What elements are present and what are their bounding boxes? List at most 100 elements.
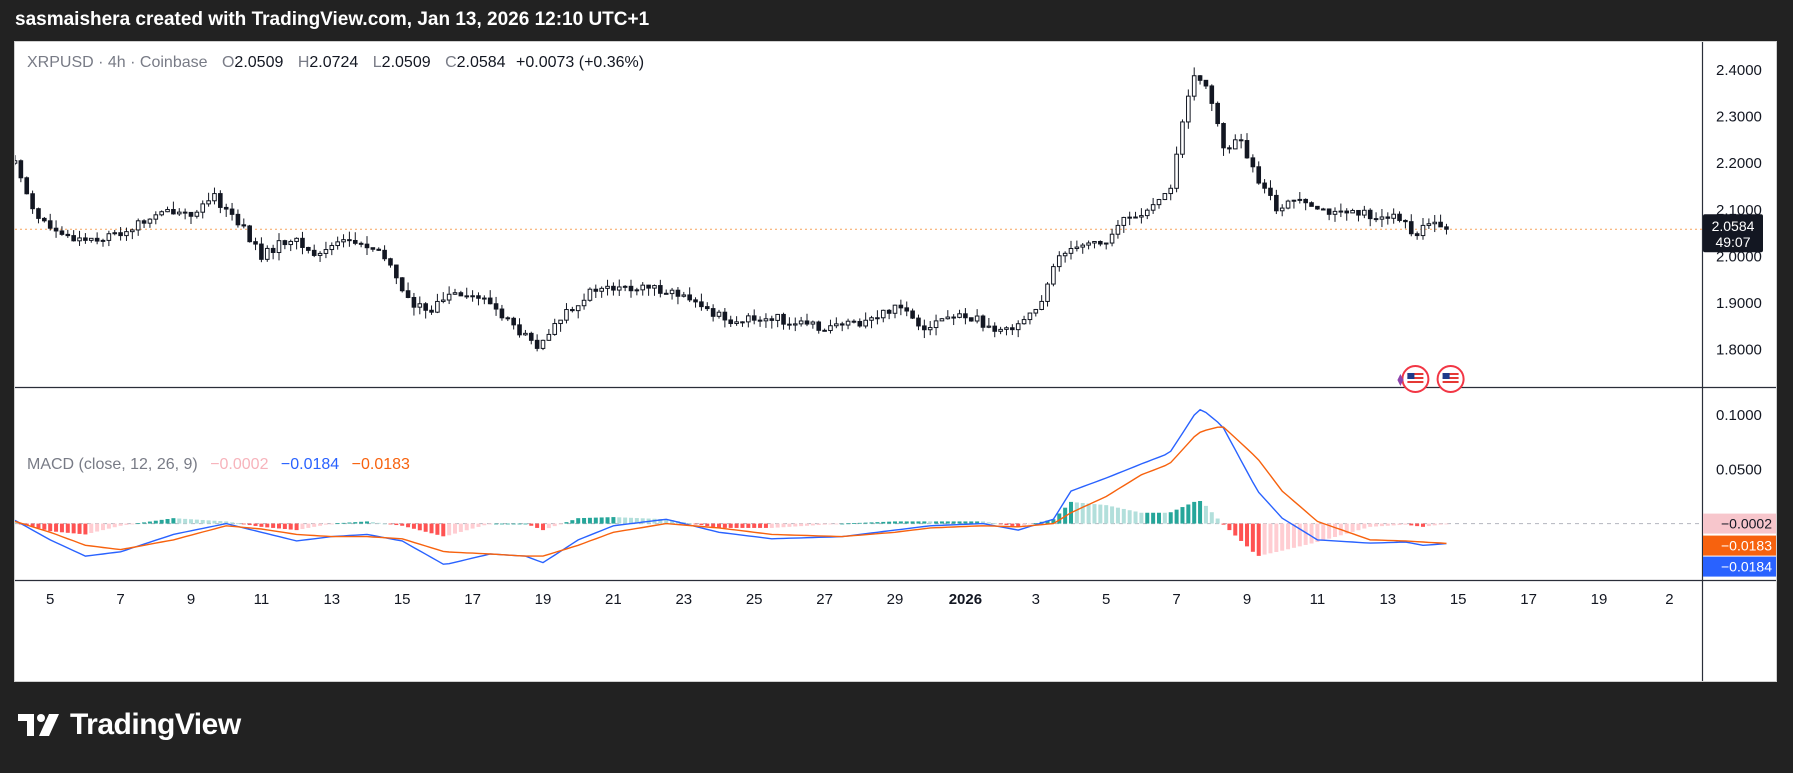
candle-body: [534, 339, 540, 349]
macd-histogram-bar: [963, 521, 968, 524]
candle: [323, 241, 329, 259]
candle: [611, 282, 616, 296]
symbol-label[interactable]: XRPUSD · 4h · Coinbase: [27, 54, 208, 71]
candle-body: [1144, 209, 1150, 217]
candle: [968, 317, 974, 322]
candle: [1373, 212, 1379, 223]
candle: [317, 251, 323, 262]
candle: [945, 310, 951, 320]
candle: [616, 279, 622, 296]
candle: [716, 309, 722, 319]
macd-histogram-bar: [447, 523, 452, 536]
candle-body: [135, 220, 141, 231]
candle: [388, 257, 393, 268]
candle-body: [710, 308, 716, 317]
candle: [276, 233, 282, 261]
candle: [1039, 295, 1044, 311]
candle: [1326, 208, 1332, 221]
macd-histogram-bar: [957, 521, 962, 524]
flag-stripe: [1442, 373, 1459, 375]
candle-body: [282, 240, 288, 246]
candle-body: [640, 284, 646, 291]
candle: [59, 226, 65, 236]
candle: [335, 236, 340, 250]
time-tick-label: 23: [675, 591, 692, 608]
candle-body: [223, 206, 229, 210]
chart-canvas[interactable]: 2.40002.30002.20002.10002.00001.90001.80…: [15, 42, 1777, 682]
candle-body: [1303, 198, 1308, 204]
candle: [1103, 242, 1109, 250]
candle-body: [1373, 218, 1379, 221]
time-tick-label: 17: [1520, 591, 1537, 608]
candle-body: [751, 315, 757, 321]
candle-body: [1197, 75, 1203, 81]
candle-body: [1086, 242, 1091, 246]
candle-body: [1109, 233, 1115, 244]
candle-body: [1191, 75, 1197, 97]
candle: [669, 287, 675, 300]
candle-body: [452, 292, 458, 295]
candle: [159, 210, 164, 217]
candle: [546, 329, 552, 341]
candle-body: [1121, 216, 1127, 226]
tradingview-logo-icon: [18, 714, 59, 736]
candle-body: [241, 224, 247, 227]
candle: [206, 192, 211, 207]
candle-body: [968, 317, 974, 322]
candle-body: [1338, 210, 1344, 213]
high-value: 2.0724: [309, 54, 359, 71]
candle-body: [839, 323, 845, 326]
candle: [311, 244, 317, 258]
macd-histogram-bar: [241, 523, 246, 525]
macd-histogram-bar: [928, 521, 933, 524]
candle-body: [182, 211, 188, 214]
candle-body: [916, 317, 921, 327]
price-tick-label: 1.8000: [1716, 342, 1762, 359]
candle-body: [1350, 209, 1355, 214]
macd-label[interactable]: MACD (close, 12, 26, 9): [27, 456, 198, 473]
candle-body: [1320, 208, 1326, 211]
candle: [1438, 214, 1443, 228]
candle: [212, 187, 217, 205]
macd-histogram-bar: [1409, 523, 1414, 526]
candle: [270, 244, 276, 260]
chart-frame[interactable]: 2.4000 2.3000 2.2000 2.1000 2.0000 1.9000 1.80…: [14, 41, 1777, 682]
macd-histogram-bar: [1432, 523, 1437, 526]
candle-body: [546, 333, 552, 341]
macd-histogram-bar: [83, 523, 88, 535]
candle-body: [1215, 102, 1220, 125]
candle: [505, 316, 511, 322]
candle: [100, 238, 106, 247]
candle: [552, 318, 558, 336]
candle-body: [663, 292, 669, 295]
candle: [1162, 193, 1168, 201]
macd-histogram-bar: [265, 523, 270, 528]
us-event-flag-icon: [1436, 365, 1465, 393]
candle: [370, 247, 376, 252]
candle-body: [112, 232, 118, 235]
candle: [458, 290, 464, 297]
candle-body: [1332, 210, 1338, 215]
macd-histogram-bar: [775, 523, 780, 528]
last-price-badge-bg: [1703, 214, 1763, 253]
candle-body: [1268, 187, 1273, 196]
macd-histogram-bar: [1051, 519, 1056, 524]
macd-value-badge-text: −0.0184: [1721, 559, 1772, 575]
tradingview-logo[interactable]: TradingView: [18, 708, 241, 742]
candle-body: [341, 239, 346, 243]
candle: [628, 279, 634, 298]
candle-body: [1098, 241, 1103, 245]
candle-body: [323, 249, 329, 254]
macd-histogram-bar: [1209, 512, 1214, 524]
candle: [693, 297, 698, 308]
macd-histogram-bar: [722, 523, 727, 528]
candle: [417, 296, 423, 315]
candle-body: [1080, 244, 1086, 248]
candle: [658, 279, 663, 298]
macd-histogram-bar: [828, 523, 833, 525]
time-tick-label: 19: [1591, 591, 1608, 608]
time-tick-label: 13: [1379, 591, 1396, 608]
macd-histogram-bar: [77, 523, 82, 534]
macd-histogram-bar: [851, 523, 856, 524]
flag-stripe: [1442, 381, 1459, 383]
